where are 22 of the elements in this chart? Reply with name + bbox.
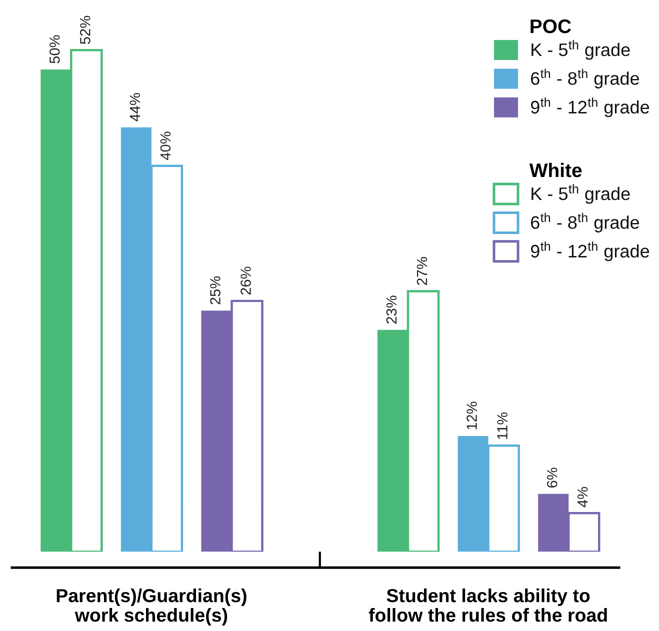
data-label: 52% (80, 16, 90, 44)
legend-label: 6$^{th}$ - 8$^{th}$ grade (531, 68, 639, 88)
data-label: 44% (130, 93, 140, 122)
data-label: 40% (160, 132, 171, 160)
legend-label: K - 5$^{th}$ grade (532, 184, 630, 204)
data-label: 6% (546, 468, 558, 488)
data-label: 4% (578, 487, 588, 508)
text: POC (530, 19, 571, 34)
legend-label: 6$^{th}$ - 8$^{th}$ grade (531, 212, 639, 232)
data-label: 27% (416, 257, 428, 285)
legend-label: K - 5$^{th}$ grade (532, 40, 630, 60)
annotation: White (529, 162, 582, 178)
data-label: 12% (466, 402, 477, 430)
x-tick-label: Student lacks ability to follow the rules of the road (368, 588, 607, 622)
data-label: 23% (386, 296, 397, 324)
legend-label: 9$^{th}$ - 12$^{th}$ grade (530, 98, 650, 118)
x-tick-label: Parent(s)/Guardian(s) work schedule(s) (56, 588, 246, 626)
data-label: 50% (49, 35, 60, 64)
legend-label: 9$^{th}$ - 12$^{th}$ grade (530, 242, 650, 262)
data-label: 25% (210, 276, 220, 304)
data-label: 11% (497, 412, 508, 439)
data-label: 26% (240, 266, 251, 295)
